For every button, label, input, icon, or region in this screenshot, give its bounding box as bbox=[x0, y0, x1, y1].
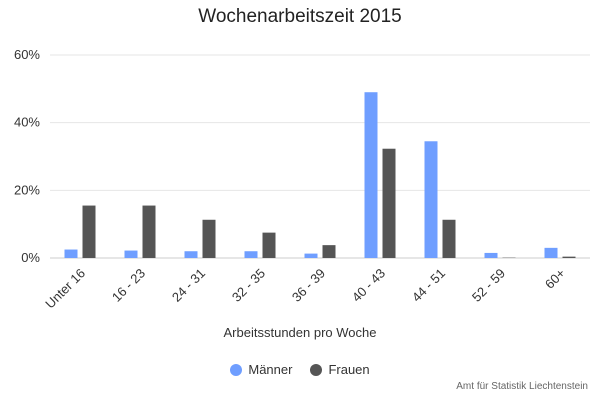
legend-swatch-frauen bbox=[310, 363, 323, 376]
bar bbox=[424, 141, 438, 258]
y-tick-label: 60% bbox=[14, 47, 40, 62]
bar bbox=[364, 92, 378, 258]
legend-item-frauen[interactable]: Frauen bbox=[310, 362, 370, 377]
chart-title: Wochenarbeitszeit 2015 bbox=[198, 6, 402, 27]
bar bbox=[64, 249, 78, 258]
bar bbox=[322, 245, 336, 258]
bar bbox=[244, 251, 258, 258]
y-tick-label: 0% bbox=[21, 250, 40, 265]
bar bbox=[184, 251, 198, 258]
legend-swatch-maenner bbox=[230, 363, 243, 376]
x-tick-label: 52 - 59 bbox=[469, 266, 508, 305]
x-tick-label: 32 - 35 bbox=[229, 266, 268, 305]
bar bbox=[442, 219, 456, 258]
x-tick-label: 44 - 51 bbox=[409, 266, 448, 305]
bar bbox=[142, 205, 156, 258]
x-tick-label: 40 - 43 bbox=[349, 266, 388, 305]
legend-item-maenner[interactable]: Männer bbox=[230, 362, 292, 377]
x-tick-label: Unter 16 bbox=[42, 266, 88, 312]
bar bbox=[304, 253, 318, 258]
x-tick-label: 24 - 31 bbox=[169, 266, 208, 305]
bar bbox=[484, 252, 498, 258]
bar bbox=[382, 148, 396, 258]
credits[interactable]: Amt für Statistik Liechtenstein bbox=[456, 381, 588, 392]
y-tick-label: 20% bbox=[14, 182, 40, 197]
x-tick-label: 60+ bbox=[542, 266, 568, 292]
legend-label-maenner: Männer bbox=[248, 362, 293, 377]
legend: Männer Frauen bbox=[0, 362, 600, 377]
bar bbox=[262, 232, 276, 258]
bar bbox=[544, 247, 558, 258]
x-tick-label: 36 - 39 bbox=[289, 266, 328, 305]
x-tick-label: 16 - 23 bbox=[109, 266, 148, 305]
bar bbox=[562, 256, 576, 258]
bar bbox=[202, 219, 216, 258]
bar bbox=[124, 250, 138, 258]
bar bbox=[82, 205, 96, 258]
x-axis-title: Arbeitsstunden pro Woche bbox=[223, 325, 377, 340]
y-tick-label: 40% bbox=[14, 115, 40, 130]
legend-label-frauen: Frauen bbox=[328, 362, 370, 377]
